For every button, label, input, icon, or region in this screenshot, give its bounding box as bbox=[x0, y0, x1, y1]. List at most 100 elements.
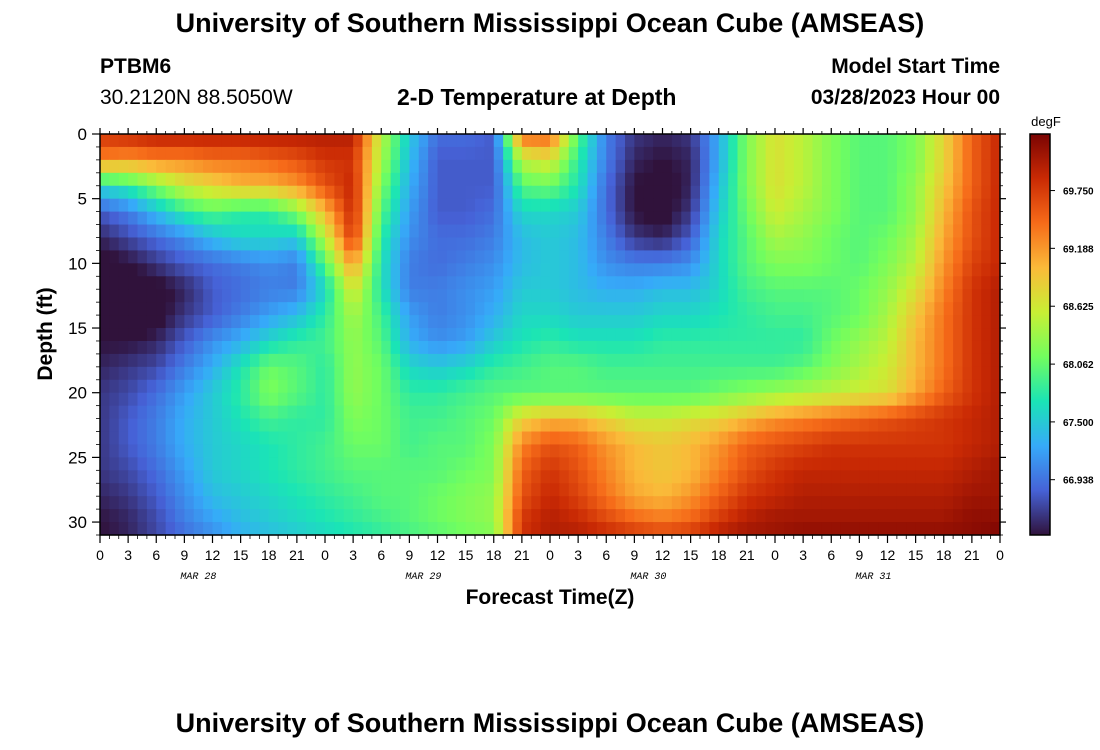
heatmap-cell bbox=[240, 211, 251, 226]
heatmap-cell bbox=[559, 340, 570, 355]
heatmap-cell bbox=[887, 522, 898, 536]
heatmap-cell bbox=[643, 418, 654, 433]
heatmap-cell bbox=[446, 379, 457, 394]
heatmap-cell bbox=[840, 263, 851, 277]
heatmap-cell bbox=[775, 289, 785, 303]
x-tick-label: 12 bbox=[655, 547, 671, 563]
heatmap-cell bbox=[428, 237, 439, 252]
heatmap-cell bbox=[559, 134, 570, 148]
heatmap-cell bbox=[859, 224, 870, 239]
heatmap-cell bbox=[700, 263, 710, 277]
heatmap-cell bbox=[400, 392, 410, 407]
heatmap-cell bbox=[203, 405, 214, 420]
heatmap-cell bbox=[437, 522, 448, 536]
heatmap-cell bbox=[175, 444, 185, 458]
heatmap-cell bbox=[531, 250, 542, 264]
heatmap-cell bbox=[371, 146, 382, 161]
heatmap-cell bbox=[606, 522, 617, 536]
colorbar-tick-label: 67.500 bbox=[1063, 418, 1094, 429]
heatmap-cell bbox=[137, 405, 148, 420]
heatmap-cell bbox=[859, 379, 870, 394]
heatmap-cell bbox=[353, 405, 364, 420]
heatmap-cell bbox=[296, 172, 307, 187]
heatmap-cell bbox=[896, 522, 907, 536]
heatmap-cell bbox=[475, 237, 485, 252]
heatmap-cell bbox=[831, 431, 842, 446]
heatmap-cell bbox=[268, 315, 279, 329]
heatmap-cell bbox=[521, 353, 532, 368]
heatmap-cell bbox=[681, 496, 692, 510]
heatmap-cell bbox=[662, 522, 673, 536]
heatmap-cell bbox=[756, 224, 767, 239]
heatmap-cell bbox=[850, 250, 860, 264]
heatmap-cell bbox=[915, 185, 926, 200]
heatmap-cell bbox=[371, 366, 382, 381]
heatmap-cell bbox=[728, 172, 739, 187]
heatmap-cell bbox=[362, 418, 373, 433]
heatmap-cell bbox=[428, 405, 439, 420]
heatmap-cell bbox=[868, 224, 879, 239]
heatmap-cell bbox=[962, 211, 973, 226]
heatmap-cell bbox=[578, 198, 589, 213]
heatmap-cell bbox=[896, 276, 907, 290]
heatmap-cell bbox=[531, 353, 542, 368]
heatmap-cell bbox=[690, 444, 701, 458]
heatmap-cell bbox=[175, 172, 185, 187]
heatmap-cell bbox=[690, 340, 701, 355]
heatmap-cell bbox=[109, 457, 120, 471]
heatmap-cell bbox=[765, 509, 776, 523]
heatmap-cell bbox=[109, 392, 120, 407]
heatmap-cell bbox=[559, 366, 570, 381]
heatmap-cell bbox=[634, 211, 645, 226]
heatmap-cell bbox=[240, 237, 251, 252]
heatmap-cell bbox=[662, 146, 673, 161]
heatmap-cell bbox=[521, 185, 532, 200]
heatmap-cell bbox=[428, 159, 439, 174]
heatmap-cell bbox=[756, 405, 767, 420]
heatmap-cell bbox=[925, 289, 935, 303]
heatmap-cell bbox=[793, 483, 804, 497]
heatmap-cell bbox=[653, 379, 664, 394]
heatmap-cell bbox=[409, 379, 420, 394]
heatmap-cell bbox=[840, 379, 851, 394]
heatmap-cell bbox=[709, 185, 720, 200]
heatmap-cell bbox=[418, 146, 429, 161]
heatmap-cell bbox=[287, 418, 298, 433]
heatmap-cell bbox=[437, 315, 448, 329]
heatmap-cell bbox=[521, 522, 532, 536]
heatmap-cell bbox=[990, 289, 1001, 303]
heatmap-cell bbox=[596, 405, 607, 420]
heatmap-cell bbox=[259, 289, 270, 303]
heatmap-cell bbox=[681, 470, 692, 484]
heatmap-cell bbox=[831, 340, 842, 355]
heatmap-cell bbox=[184, 211, 195, 226]
heatmap-cell bbox=[596, 315, 607, 329]
heatmap-cell bbox=[887, 159, 898, 174]
heatmap-cell bbox=[315, 172, 326, 187]
heatmap-cell bbox=[690, 457, 701, 471]
heatmap-cell bbox=[803, 172, 814, 187]
heatmap-cell bbox=[906, 431, 917, 446]
heatmap-cell bbox=[446, 263, 457, 277]
heatmap-cell bbox=[925, 405, 935, 420]
heatmap-cell bbox=[971, 444, 982, 458]
heatmap-cell bbox=[268, 340, 279, 355]
heatmap-cell bbox=[962, 172, 973, 187]
heatmap-cell bbox=[578, 289, 589, 303]
heatmap-cell bbox=[981, 405, 992, 420]
heatmap-cell bbox=[775, 496, 785, 510]
heatmap-cell bbox=[953, 224, 964, 239]
heatmap-cell bbox=[259, 134, 270, 148]
heatmap-cell bbox=[812, 379, 823, 394]
heatmap-cell bbox=[371, 159, 382, 174]
heatmap-cell bbox=[400, 224, 410, 239]
heatmap-cell bbox=[156, 392, 167, 407]
heatmap-cell bbox=[390, 250, 401, 264]
heatmap-cell bbox=[428, 315, 439, 329]
heatmap-cell bbox=[756, 340, 767, 355]
heatmap-cell bbox=[559, 353, 570, 368]
heatmap-cell bbox=[484, 224, 495, 239]
heatmap-cell bbox=[240, 315, 251, 329]
heatmap-cell bbox=[934, 134, 945, 148]
heatmap-cell bbox=[362, 379, 373, 394]
